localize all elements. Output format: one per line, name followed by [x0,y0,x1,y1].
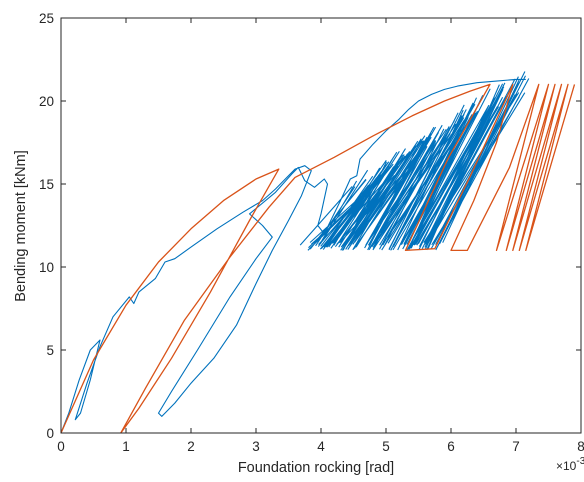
x-multiplier-exponent: -3 [576,456,584,467]
x-tick-label: 2 [187,439,195,454]
y-axis-label: Bending moment [kNm] [13,150,29,302]
series-2-line [61,83,576,433]
series-1-line [61,71,530,433]
x-tick-label: 0 [57,439,65,454]
y-tick-label: 10 [39,260,54,275]
series-layer [61,71,576,433]
x-tick-label: 4 [317,439,325,454]
tick-layer: 0 1 2 3 4 5 6 7 8 0 5 10 15 20 25 [39,11,584,454]
x-tick-label: 1 [122,439,130,454]
x-axis-label: Foundation rocking [rad] [238,460,394,476]
y-tick-label: 5 [46,343,54,358]
x-multiplier-base: ×10 [556,459,577,473]
x-tick-label: 5 [382,439,390,454]
y-tick-label: 20 [39,94,54,109]
y-tick-label: 0 [46,426,54,441]
x-tick-label: 7 [512,439,520,454]
x-tick-label: 3 [252,439,260,454]
x-tick-label: 6 [447,439,455,454]
x-multiplier-label: ×10-3 [556,456,584,473]
x-tick-label: 8 [577,439,584,454]
y-tick-label: 25 [39,11,54,26]
y-tick-label: 15 [39,177,54,192]
